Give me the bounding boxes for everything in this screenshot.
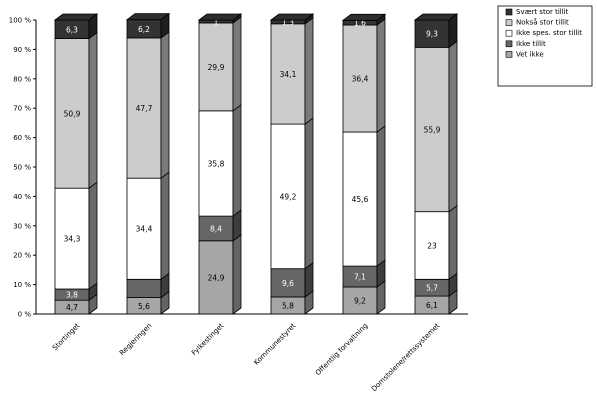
y-tick-label: 20 % <box>13 252 31 260</box>
bar-top-face <box>197 13 243 21</box>
data-label: 1 <box>214 17 219 26</box>
bar-segment <box>270 123 306 270</box>
data-label: 36,4 <box>352 75 369 84</box>
bar-top-face <box>341 13 387 21</box>
legend-swatch <box>505 40 513 48</box>
bar-segment <box>198 22 234 112</box>
data-label: 47,7 <box>136 104 153 113</box>
bar-segment <box>126 278 162 298</box>
bar-segment <box>198 240 234 315</box>
data-label: 9,6 <box>282 279 294 288</box>
data-label: 55,9 <box>424 126 441 135</box>
data-label: 34,1 <box>280 70 297 79</box>
data-label: 9,2 <box>354 296 366 305</box>
y-tick-label: 10 % <box>13 281 31 289</box>
bar-segment <box>270 268 306 298</box>
bar-segment <box>342 286 378 315</box>
bar-top-face <box>125 13 171 21</box>
bar-segment-side <box>304 117 314 270</box>
bar-segment-side <box>376 18 386 133</box>
bar-segment-side <box>160 31 170 179</box>
bar-segment <box>126 177 162 280</box>
data-label: 50,9 <box>64 109 81 118</box>
data-label: 35,8 <box>208 159 225 168</box>
legend-swatch <box>505 51 513 58</box>
data-label: 24,9 <box>208 273 225 282</box>
x-category-label: Regjeringen <box>118 322 153 357</box>
legend-swatch <box>505 29 513 37</box>
data-label: 1,6 <box>354 19 366 28</box>
data-label: 9,3 <box>426 30 438 39</box>
y-tick-label: 50 % <box>13 164 31 172</box>
bar-segment <box>198 215 234 242</box>
data-label: 6,3 <box>66 25 78 34</box>
legend-label: Nokså stor tillit <box>516 18 569 27</box>
y-tick-label: 30 % <box>13 222 31 230</box>
bar-segment-side <box>232 104 242 217</box>
bar-segment-side <box>232 16 242 112</box>
bar-segment <box>270 23 306 125</box>
bar-segment-side <box>448 204 458 281</box>
data-label: 34,3 <box>64 235 81 244</box>
bar-segment <box>342 131 378 267</box>
legend-swatch <box>505 8 513 16</box>
data-label: 5,6 <box>138 302 150 311</box>
legend-label: Ikke tillit <box>516 40 546 48</box>
bar-top-face <box>53 13 99 21</box>
data-label: 4,7 <box>66 303 78 312</box>
data-label: 34,4 <box>136 225 153 234</box>
bar-segment-side <box>376 125 386 267</box>
data-label: 5,7 <box>426 284 438 293</box>
data-label: 3,8 <box>66 291 78 300</box>
y-tick-label: 70 % <box>13 105 31 113</box>
x-category-label: Offentlig forvaltning <box>314 322 369 377</box>
y-tick-label: 0 % <box>18 311 32 319</box>
x-category-label: Fylkestinget <box>190 322 225 357</box>
bar-segment-side <box>88 31 98 189</box>
data-label: 5,8 <box>282 301 294 310</box>
data-label: 1,3 <box>282 18 294 27</box>
bar-segment-side <box>232 233 242 315</box>
legend-box <box>497 5 593 87</box>
legend-label: Svært stor tillit <box>516 8 569 16</box>
data-label: 23 <box>427 241 437 250</box>
data-label: 49,2 <box>280 192 297 201</box>
legend-label: Ikke spes. stor tillit <box>516 29 582 37</box>
y-tick-label: 100 % <box>9 17 32 25</box>
bar-segment <box>126 37 162 179</box>
bar-top-face <box>269 13 315 21</box>
y-tick-label: 40 % <box>13 193 31 201</box>
y-tick-label: 80 % <box>13 75 31 83</box>
y-tick-label: 90 % <box>13 46 31 54</box>
bar-segment <box>414 46 450 213</box>
data-label: 45,6 <box>352 195 369 204</box>
bar-segment-side <box>304 17 314 125</box>
data-label: 29,9 <box>208 63 225 72</box>
data-label: 8,4 <box>210 224 222 233</box>
data-label: 6,2 <box>138 25 150 34</box>
bar-segment <box>414 19 450 48</box>
x-category-label: Domstolene/rettssystemet <box>370 322 442 394</box>
bar-segment <box>414 211 450 280</box>
x-category-label: Stortinget <box>51 322 82 353</box>
y-tick-label: 60 % <box>13 134 31 142</box>
bar-segment-side <box>448 40 458 213</box>
bar-segment-side <box>160 171 170 281</box>
x-category-label: Kommunestyret <box>252 322 297 367</box>
bar-segment-side <box>88 181 98 290</box>
bar-top-face <box>413 13 459 21</box>
data-label: 6,1 <box>426 301 438 310</box>
data-label: 7,1 <box>354 273 366 282</box>
legend-label: Vet ikke <box>516 50 544 58</box>
legend-swatch <box>505 19 513 26</box>
